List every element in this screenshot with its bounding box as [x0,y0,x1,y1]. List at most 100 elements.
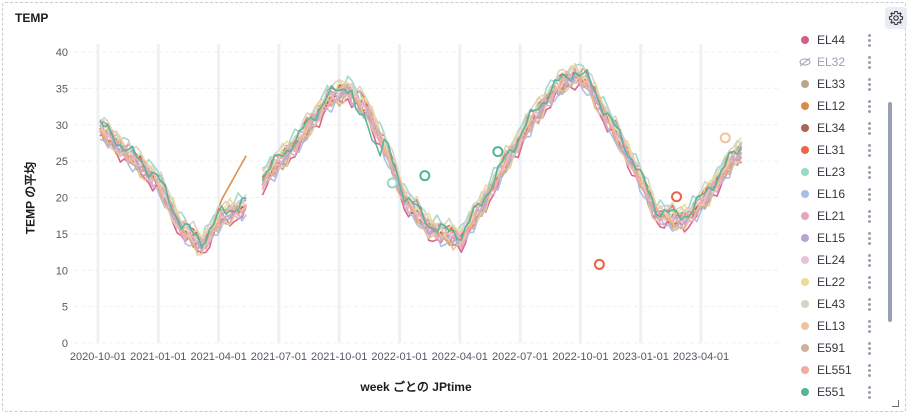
legend-menu-icon[interactable] [867,187,871,201]
isolated-point[interactable] [492,146,504,158]
isolated-point[interactable] [593,258,605,270]
resize-handle[interactable] [892,400,899,407]
legend-menu-icon[interactable] [867,253,871,267]
legend-swatch [801,278,809,286]
x-tick-label: 2022-01-01 [371,351,427,363]
legend-menu-icon[interactable] [867,297,871,311]
legend-label: EL23 [817,165,846,179]
x-tick-label: 2022-10-01 [552,351,608,363]
legend-menu-icon[interactable] [867,275,871,289]
isolated-point[interactable] [419,170,431,182]
legend-label: EL551 [817,363,852,377]
legend-menu-icon[interactable] [867,143,871,157]
legend-menu-icon[interactable] [867,209,871,223]
y-tick-label: 35 [56,83,68,95]
legend-item-el16[interactable]: EL16 [795,184,885,204]
legend-item-el24[interactable]: EL24 [795,250,885,270]
legend-item-el21[interactable]: EL21 [795,206,885,226]
legend-swatch [801,388,809,396]
y-axis-title: TEMP の平均 [23,161,38,235]
panel-title: TEMP [15,11,49,25]
legend-item-el43[interactable]: EL43 [795,294,885,314]
legend-swatch [801,212,809,220]
legend-swatch [801,366,809,374]
legend-item-el33[interactable]: EL33 [795,74,885,94]
x-tick-label: 2023-01-01 [613,351,669,363]
y-tick-label: 10 [56,265,68,277]
x-tick-label: 2021-01-01 [130,351,186,363]
legend-swatch [801,344,809,352]
legend-label: EL43 [817,297,846,311]
legend-menu-icon[interactable] [867,231,871,245]
legend-item-el15[interactable]: EL15 [795,228,885,248]
legend-label: E551 [817,385,846,399]
y-tick-label: 0 [62,338,68,350]
legend-item-el551[interactable]: EL551 [795,360,885,380]
legend-scrollbar[interactable] [888,102,892,322]
isolated-point[interactable] [671,191,683,203]
legend-swatch [801,168,809,176]
y-tick-label: 25 [56,156,68,168]
legend-label: EL44 [817,33,846,47]
gear-icon [888,10,904,26]
y-tick-label: 40 [56,47,68,59]
legend-swatch [801,80,809,88]
legend-item-el32[interactable]: EL32 [795,52,885,72]
legend-label: EL31 [817,143,846,157]
legend-item-el13[interactable]: EL13 [795,316,885,336]
legend-item-el12[interactable]: EL12 [795,96,885,116]
legend-label: EL32 [817,55,846,69]
legend-menu-icon[interactable] [867,385,871,399]
legend-label: EL16 [817,187,846,201]
series-line-el12[interactable] [99,67,743,248]
legend-label: EL33 [817,77,846,91]
settings-button[interactable] [885,7,907,29]
legend: EL44 EL32 EL33 EL12 EL34 EL31 EL23 EL16 EL21 EL15… [795,30,885,406]
legend-label: E591 [817,341,846,355]
legend-label: EL15 [817,231,846,245]
legend-menu-icon[interactable] [867,55,871,69]
y-tick-label: 20 [56,193,68,205]
legend-swatch [801,322,809,330]
legend-menu-icon[interactable] [867,33,871,47]
isolated-point[interactable] [386,177,398,189]
x-tick-label: 2022-04-01 [432,351,488,363]
series-line-e551[interactable] [99,69,743,248]
x-tick-label: 2021-04-01 [190,351,246,363]
legend-swatch [801,190,809,198]
legend-label: EL12 [817,99,846,113]
legend-item-el44[interactable]: EL44 [795,30,885,50]
y-tick-label: 30 [56,120,68,132]
legend-item-el31[interactable]: EL31 [795,140,885,160]
legend-menu-icon[interactable] [867,165,871,179]
legend-item-e551[interactable]: E551 [795,382,885,402]
legend-menu-icon[interactable] [867,77,871,91]
legend-item-el22[interactable]: EL22 [795,272,885,292]
isolated-point[interactable] [719,132,731,144]
eye-closed-icon [799,57,811,67]
legend-item-e591[interactable]: E591 [795,338,885,358]
legend-item-el34[interactable]: EL34 [795,118,885,138]
legend-swatch [801,256,809,264]
x-tick-label: 2020-10-01 [70,351,126,363]
legend-menu-icon[interactable] [867,363,871,377]
legend-swatch [801,124,809,132]
y-tick-label: 15 [56,229,68,241]
legend-label: EL13 [817,319,846,333]
legend-menu-icon[interactable] [867,121,871,135]
legend-menu-icon[interactable] [867,99,871,113]
legend-swatch [801,234,809,242]
x-tick-label: 2022-07-01 [492,351,548,363]
legend-label: EL22 [817,275,846,289]
legend-menu-icon[interactable] [867,319,871,333]
legend-menu-icon[interactable] [867,341,871,355]
legend-swatch [801,146,809,154]
legend-item-el23[interactable]: EL23 [795,162,885,182]
series-line-el24[interactable] [99,62,743,245]
legend-swatch [801,300,809,308]
legend-swatch [801,102,809,110]
x-tick-label: 2023-04-01 [673,351,729,363]
y-tick-label: 5 [62,302,68,314]
legend-swatch [801,36,809,44]
